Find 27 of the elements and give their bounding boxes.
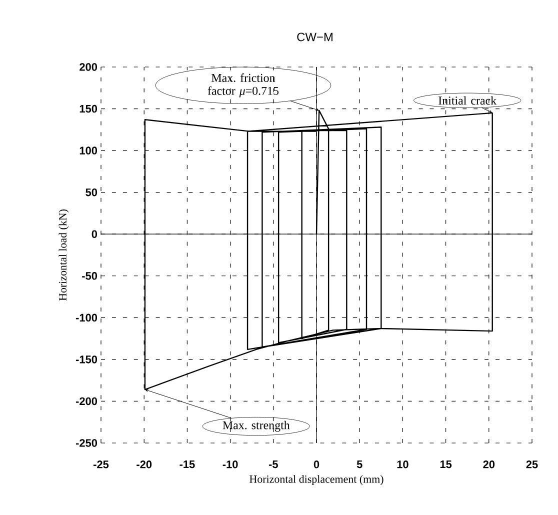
y-tick-label: 100 — [80, 146, 98, 154]
x-tick-label: 10 — [397, 460, 408, 468]
y-tick-label: 50 — [86, 188, 98, 196]
chart-title: CW−M — [297, 32, 332, 42]
x-tick-label: -10 — [222, 460, 238, 468]
y-tick-label: -50 — [82, 272, 98, 280]
y-axis-title: Horizontal load (kN) — [58, 210, 69, 301]
x-tick-label: 25 — [526, 460, 538, 468]
x-tick-label: -5 — [268, 460, 278, 468]
x-tick-label: 0 — [314, 460, 320, 468]
annotation: Initial crack — [438, 96, 497, 105]
x-tick-label: 5 — [356, 460, 362, 468]
y-tick-label: -200 — [76, 397, 98, 406]
annotation: Max. strength — [222, 420, 290, 432]
x-tick-label: -15 — [180, 460, 195, 468]
x-axis-title: Horizontal displacement (mm) — [250, 475, 384, 486]
x-tick-label: 15 — [440, 460, 452, 468]
y-tick-label: 150 — [80, 104, 98, 113]
y-tick-label: 0 — [92, 230, 98, 238]
y-tick-label: -150 — [76, 356, 98, 364]
x-tick-label: 20 — [483, 460, 495, 468]
x-tick-label: -25 — [94, 460, 109, 468]
y-tick-label: 200 — [80, 63, 98, 71]
y-tick-label: -100 — [76, 314, 98, 322]
y-tick-label: -250 — [76, 439, 98, 447]
annotation: Max. friction factor μ=0.715 — [208, 73, 279, 98]
x-tick-label: -20 — [136, 460, 152, 468]
